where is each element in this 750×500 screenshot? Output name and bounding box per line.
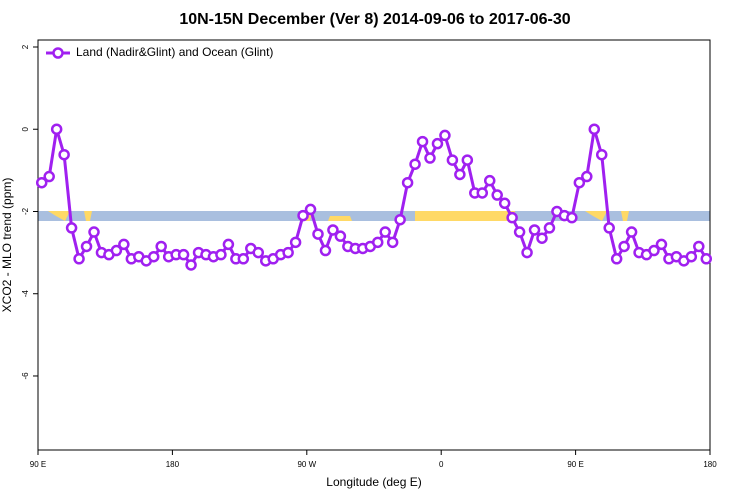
y-axis-label: XCO2 - MLO trend (ppm): [0, 178, 14, 313]
land-patch: [48, 211, 70, 221]
y-tick-label: 2: [21, 44, 30, 49]
data-point: [588, 123, 601, 135]
legend-marker: [52, 47, 64, 59]
x-tick-label: 90 E: [30, 460, 46, 469]
x-tick-label: 90 E: [567, 460, 583, 469]
ocean-band: [38, 211, 710, 221]
data-point: [65, 222, 78, 234]
data-point: [177, 248, 190, 261]
data-point: [483, 174, 496, 187]
data-point: [454, 168, 466, 181]
data-point: [379, 226, 391, 238]
data-point: [319, 244, 332, 257]
data-point: [289, 236, 302, 249]
data-point: [461, 154, 474, 166]
data-point: [655, 238, 668, 251]
data-point: [536, 232, 548, 244]
data-point: [595, 148, 608, 161]
data-point: [625, 226, 638, 238]
land-patch: [328, 216, 352, 221]
data-point: [58, 148, 70, 161]
data-point: [88, 226, 100, 238]
data-point: [431, 137, 444, 150]
data-point: [506, 211, 518, 224]
x-tick-label: 90 W: [297, 460, 316, 469]
plot-frame: [37, 39, 711, 451]
data-point: [543, 222, 556, 234]
data-point: [386, 236, 399, 249]
data-point: [603, 222, 615, 234]
data-point: [80, 240, 93, 253]
x-tick-label: 0: [439, 460, 444, 469]
data-point: [110, 244, 123, 257]
x-tick-label: 180: [703, 460, 717, 469]
data-point: [118, 238, 130, 251]
data-point: [476, 187, 489, 199]
data-point: [416, 135, 429, 148]
data-point: [700, 253, 713, 265]
chart-title: 10N-15N December (Ver 8) 2014-09-06 to 2…: [179, 11, 570, 28]
data-point: [439, 129, 451, 142]
data-point: [394, 213, 406, 226]
y-tick-label: -6: [21, 372, 30, 380]
data-point: [566, 211, 578, 224]
data-point: [35, 176, 48, 189]
y-tick-label: -2: [21, 207, 30, 215]
data-point: [573, 176, 586, 189]
data-point: [446, 154, 459, 166]
data-point: [334, 230, 347, 242]
data-point: [73, 253, 85, 265]
data-point: [304, 203, 317, 216]
data-point: [581, 170, 593, 183]
y-tick-label: 0: [21, 126, 30, 131]
land-patch: [621, 211, 629, 221]
legend-label: Land (Nadir&Glint) and Ocean (Glint): [76, 45, 273, 59]
data-point: [237, 253, 250, 265]
data-point: [50, 123, 63, 135]
data-point: [371, 236, 384, 249]
y-tick-label: -4: [21, 290, 30, 298]
data-point: [693, 240, 705, 253]
data-point: [618, 240, 630, 253]
data-point: [610, 253, 623, 265]
land-patch: [415, 211, 515, 221]
x-axis-label: Longitude (deg E): [326, 475, 421, 489]
data-point: [513, 226, 526, 238]
data-point: [297, 209, 309, 222]
data-point: [185, 259, 197, 271]
data-point: [424, 152, 436, 164]
data-point: [498, 197, 511, 210]
data-point: [147, 250, 160, 263]
data-point: [282, 246, 294, 259]
land-patch: [585, 211, 607, 221]
data-point: [327, 224, 339, 236]
data-point: [312, 228, 324, 240]
data-point: [401, 176, 414, 189]
x-tick-label: 180: [166, 460, 180, 469]
data-point: [155, 240, 167, 253]
data-point: [222, 238, 235, 251]
land-patch: [84, 211, 92, 221]
data-point: [43, 170, 55, 183]
data-point: [528, 224, 541, 236]
data-point: [685, 250, 698, 263]
data-point: [252, 246, 265, 259]
data-point: [521, 246, 533, 259]
data-point: [215, 248, 227, 261]
data-point: [491, 189, 503, 201]
data-point: [409, 158, 421, 170]
data-point: [648, 244, 660, 257]
